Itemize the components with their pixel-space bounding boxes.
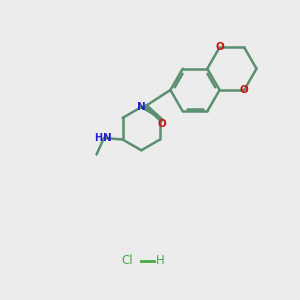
Text: O: O [215, 42, 224, 52]
Text: N: N [103, 133, 112, 143]
Text: O: O [158, 119, 166, 130]
Text: O: O [240, 85, 249, 95]
Text: H: H [94, 133, 103, 143]
Text: Cl: Cl [122, 254, 133, 268]
Text: H: H [156, 254, 165, 268]
Text: N: N [137, 102, 146, 112]
